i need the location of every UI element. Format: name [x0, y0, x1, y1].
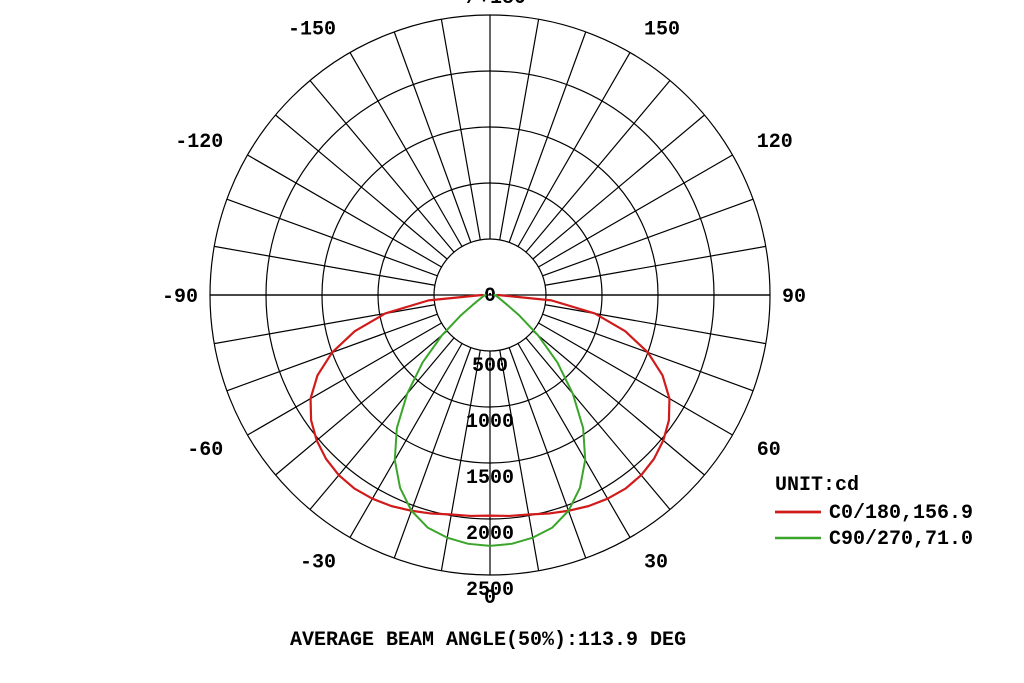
grid-spoke: [310, 338, 454, 510]
angle-label: 30: [644, 552, 668, 575]
angle-label: -120: [175, 131, 223, 154]
grid-spoke: [533, 115, 705, 259]
grid-spoke: [214, 305, 435, 344]
angle-label: -/+180: [454, 0, 526, 10]
radial-tick-label: 1500: [466, 467, 514, 490]
legend-label: C0/180,156.9: [829, 502, 973, 525]
grid-spoke: [276, 115, 448, 259]
grid-spoke: [526, 338, 670, 510]
angle-label: 120: [757, 131, 793, 154]
grid-spoke: [533, 331, 705, 475]
grid-spoke: [509, 32, 586, 242]
grid-spoke: [543, 199, 753, 276]
grid-spoke: [545, 246, 766, 285]
angle-label: 150: [644, 18, 680, 41]
legend-unit-label: UNIT:cd: [775, 474, 859, 497]
angle-label: 60: [757, 439, 781, 462]
polar-chart-svg: 05001000150020002500-/+180-150150-120120…: [0, 0, 1024, 683]
grid-spoke: [248, 155, 442, 267]
angle-label: 90: [782, 286, 806, 309]
angle-label: -150: [288, 18, 336, 41]
angle-label: 0: [484, 587, 496, 610]
grid-spoke: [227, 199, 437, 276]
grid-spoke: [276, 331, 448, 475]
legend-label: C90/270,71.0: [829, 528, 973, 551]
grid-spoke: [441, 19, 480, 240]
grid-spoke: [394, 32, 471, 242]
angle-label: -30: [300, 552, 336, 575]
angle-label: -90: [162, 286, 198, 309]
grid-spoke: [214, 246, 435, 285]
radial-tick-label: 0: [484, 285, 496, 308]
grid-spoke: [538, 155, 732, 267]
grid-spoke: [310, 81, 454, 253]
radial-tick-label: 1000: [466, 411, 514, 434]
polar-chart-container: 05001000150020002500-/+180-150150-120120…: [0, 0, 1024, 683]
grid-spoke: [350, 53, 462, 247]
grid-spoke: [518, 53, 630, 247]
grid-spoke: [509, 348, 586, 558]
angle-label: -60: [187, 439, 223, 462]
grid-spoke: [500, 19, 539, 240]
caption: AVERAGE BEAM ANGLE(50%):113.9 DEG: [290, 629, 686, 652]
radial-tick-label: 500: [472, 355, 508, 378]
radial-tick-label: 2000: [466, 523, 514, 546]
grid-spoke: [545, 305, 766, 344]
grid-spoke: [526, 81, 670, 253]
grid-spoke: [394, 348, 471, 558]
